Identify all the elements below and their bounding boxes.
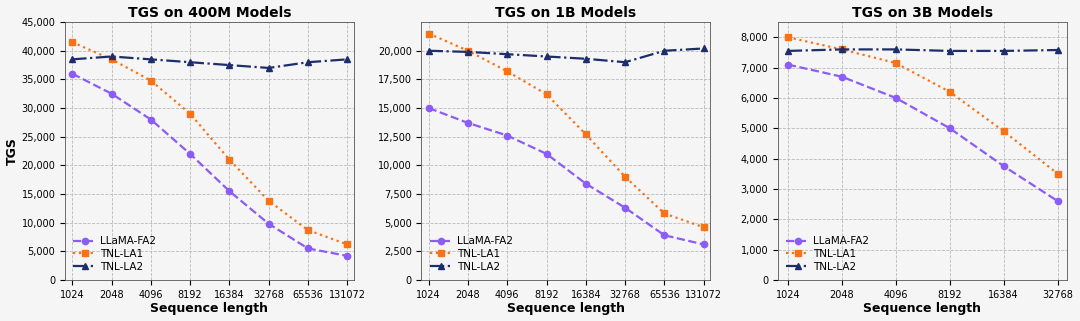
TNL-LA1 bbox=[262, 199, 275, 203]
LLaMA-FA2 bbox=[184, 152, 197, 156]
LLaMA-FA2 bbox=[997, 164, 1010, 168]
TNL-LA1 bbox=[105, 57, 118, 61]
Line: LLaMA-FA2: LLaMA-FA2 bbox=[426, 105, 706, 247]
Legend: LLaMA-FA2, TNL-LA1, TNL-LA2: LLaMA-FA2, TNL-LA1, TNL-LA2 bbox=[427, 233, 516, 275]
LLaMA-FA2 bbox=[1051, 199, 1064, 203]
Title: TGS on 1B Models: TGS on 1B Models bbox=[496, 5, 636, 20]
TNL-LA2 bbox=[1051, 48, 1064, 52]
X-axis label: Sequence length: Sequence length bbox=[150, 302, 268, 316]
TNL-LA1 bbox=[222, 158, 235, 161]
TNL-LA2 bbox=[658, 49, 671, 53]
TNL-LA2 bbox=[105, 55, 118, 58]
TNL-LA2 bbox=[422, 49, 435, 53]
TNL-LA2 bbox=[145, 57, 158, 61]
X-axis label: Sequence length: Sequence length bbox=[507, 302, 625, 316]
LLaMA-FA2 bbox=[782, 63, 795, 66]
TNL-LA1 bbox=[184, 112, 197, 116]
TNL-LA1 bbox=[835, 48, 848, 51]
TNL-LA2 bbox=[698, 47, 711, 50]
Y-axis label: TGS: TGS bbox=[5, 137, 18, 165]
Title: TGS on 3B Models: TGS on 3B Models bbox=[852, 5, 993, 20]
TNL-LA2 bbox=[501, 52, 514, 56]
TNL-LA2 bbox=[997, 49, 1010, 53]
LLaMA-FA2 bbox=[341, 254, 354, 258]
Line: TNL-LA1: TNL-LA1 bbox=[69, 39, 350, 247]
TNL-LA1 bbox=[1051, 172, 1064, 176]
TNL-LA2 bbox=[461, 50, 474, 54]
LLaMA-FA2 bbox=[835, 75, 848, 79]
LLaMA-FA2 bbox=[145, 117, 158, 121]
TNL-LA1 bbox=[997, 129, 1010, 133]
TNL-LA2 bbox=[579, 57, 592, 61]
TNL-LA2 bbox=[782, 49, 795, 53]
LLaMA-FA2 bbox=[105, 92, 118, 96]
TNL-LA2 bbox=[66, 57, 79, 61]
TNL-LA1 bbox=[66, 40, 79, 44]
TNL-LA1 bbox=[301, 228, 314, 232]
X-axis label: Sequence length: Sequence length bbox=[863, 302, 982, 316]
LLaMA-FA2 bbox=[579, 182, 592, 186]
TNL-LA2 bbox=[619, 60, 632, 64]
TNL-LA1 bbox=[461, 49, 474, 53]
LLaMA-FA2 bbox=[540, 152, 553, 156]
Line: LLaMA-FA2: LLaMA-FA2 bbox=[785, 61, 1061, 204]
TNL-LA2 bbox=[943, 49, 956, 53]
Line: TNL-LA1: TNL-LA1 bbox=[426, 30, 706, 230]
LLaMA-FA2 bbox=[889, 96, 902, 100]
Line: LLaMA-FA2: LLaMA-FA2 bbox=[69, 71, 350, 259]
Line: TNL-LA2: TNL-LA2 bbox=[785, 46, 1061, 54]
LLaMA-FA2 bbox=[461, 121, 474, 125]
LLaMA-FA2 bbox=[698, 242, 711, 246]
LLaMA-FA2 bbox=[619, 206, 632, 210]
LLaMA-FA2 bbox=[501, 134, 514, 137]
TNL-LA2 bbox=[184, 60, 197, 64]
TNL-LA1 bbox=[658, 212, 671, 215]
Line: TNL-LA2: TNL-LA2 bbox=[426, 45, 706, 65]
Legend: LLaMA-FA2, TNL-LA1, TNL-LA2: LLaMA-FA2, TNL-LA1, TNL-LA2 bbox=[783, 233, 873, 275]
TNL-LA1 bbox=[540, 92, 553, 96]
LLaMA-FA2 bbox=[422, 106, 435, 110]
TNL-LA1 bbox=[782, 35, 795, 39]
TNL-LA2 bbox=[262, 66, 275, 70]
TNL-LA1 bbox=[698, 225, 711, 229]
TNL-LA1 bbox=[619, 175, 632, 179]
TNL-LA1 bbox=[889, 61, 902, 65]
Line: TNL-LA2: TNL-LA2 bbox=[69, 53, 350, 71]
Line: TNL-LA1: TNL-LA1 bbox=[785, 34, 1061, 177]
TNL-LA1 bbox=[341, 242, 354, 246]
LLaMA-FA2 bbox=[301, 247, 314, 250]
LLaMA-FA2 bbox=[943, 126, 956, 130]
TNL-LA2 bbox=[835, 48, 848, 51]
TNL-LA2 bbox=[540, 55, 553, 58]
LLaMA-FA2 bbox=[222, 189, 235, 193]
TNL-LA2 bbox=[341, 57, 354, 61]
TNL-LA2 bbox=[889, 48, 902, 51]
TNL-LA2 bbox=[222, 63, 235, 67]
TNL-LA1 bbox=[943, 90, 956, 94]
Title: TGS on 400M Models: TGS on 400M Models bbox=[127, 5, 292, 20]
TNL-LA1 bbox=[422, 32, 435, 36]
Legend: LLaMA-FA2, TNL-LA1, TNL-LA2: LLaMA-FA2, TNL-LA1, TNL-LA2 bbox=[70, 233, 160, 275]
TNL-LA1 bbox=[145, 79, 158, 82]
TNL-LA1 bbox=[579, 133, 592, 136]
LLaMA-FA2 bbox=[658, 233, 671, 237]
TNL-LA2 bbox=[301, 60, 314, 64]
LLaMA-FA2 bbox=[66, 72, 79, 76]
LLaMA-FA2 bbox=[262, 222, 275, 226]
TNL-LA1 bbox=[501, 69, 514, 73]
